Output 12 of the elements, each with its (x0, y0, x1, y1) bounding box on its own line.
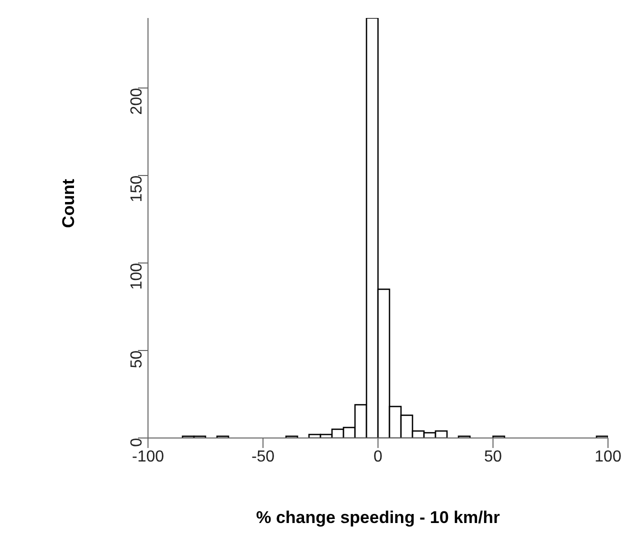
y-tick-label: 50 (128, 350, 146, 368)
x-tick-label: -50 (251, 448, 275, 466)
x-tick-label: 50 (484, 448, 502, 466)
x-axis-title: % change speeding - 10 km/hr (256, 508, 500, 527)
x-tick-label: -100 (132, 448, 164, 466)
y-tick-label: 0 (128, 438, 146, 447)
y-tick-label: 100 (128, 262, 146, 290)
y-tick-label: 150 (128, 175, 146, 202)
x-tick-label: 0 (374, 448, 383, 466)
y-tick-label: 200 (128, 88, 146, 115)
y-axis-title: Count (59, 178, 78, 228)
x-tick-label: 100 (594, 448, 622, 466)
